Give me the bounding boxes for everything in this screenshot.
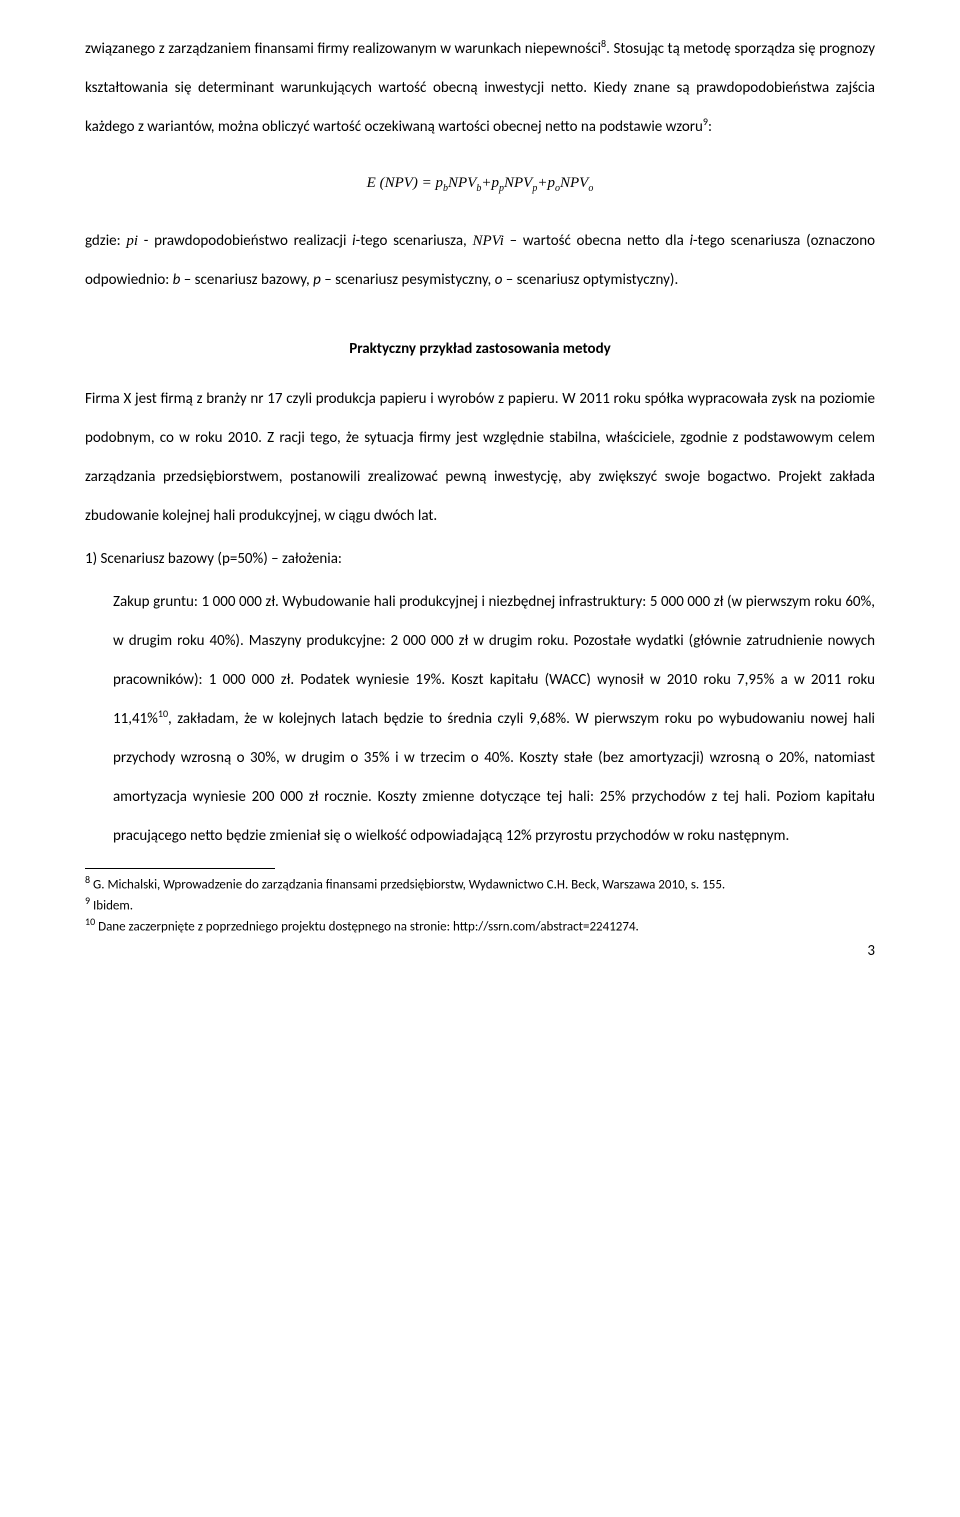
section-title: Praktyczny przykład zastosowania metody — [85, 340, 875, 358]
npv-formula: E (NPV) = pbNPVb+ppNPVp+poNPVo — [85, 175, 875, 194]
p2-b: - prawdopodobieństwo realizacji — [138, 232, 352, 250]
term0-coef: p — [436, 175, 444, 191]
fn8-text: G. Michalski, Wprowadzenie do zarządzani… — [90, 877, 725, 892]
footnote-10: 10 Dane zaczerpnięte z poprzedniego proj… — [85, 915, 875, 936]
footnote-8: 8 G. Michalski, Wprowadzenie do zarządza… — [85, 873, 875, 894]
term2-var: NPV — [560, 175, 588, 191]
p2-a: gdzie: — [85, 232, 126, 250]
p2-p: p — [313, 271, 321, 289]
footnote-9: 9 Ibidem. — [85, 894, 875, 915]
fn10-num: 10 — [85, 915, 95, 928]
p2-npvi: NPVi — [473, 233, 504, 249]
term1-var-sub: p — [532, 183, 537, 194]
p2-c: -tego scenariusza, — [356, 232, 473, 250]
p1-text-c: : — [708, 118, 712, 136]
term2-var-sub: o — [588, 183, 593, 194]
p2-h: – scenariusz optymistyczny). — [502, 271, 678, 289]
fn10-text: Dane zaczerpnięte z poprzedniego projekt… — [95, 919, 639, 934]
body-paragraph-1: związanego z zarządzaniem finansami firm… — [85, 30, 875, 147]
term0-var: NPV — [448, 175, 476, 191]
indent-b: , zakładam, że w kolejnych latach będzie… — [113, 710, 875, 845]
scenario-list-item-1: 1) Scenariusz bazowy (p=50%) – założenia… — [85, 540, 875, 579]
body-paragraph-3: Firma X jest firmą z branży nr 17 czyli … — [85, 380, 875, 536]
footnote-ref-10: 10 — [158, 707, 168, 720]
p2-f: – scenariusz bazowy, — [180, 271, 313, 289]
term2-coef: p — [547, 175, 555, 191]
fn9-text: Ibidem. — [90, 898, 133, 913]
term0-var-sub: b — [476, 183, 481, 194]
formula-lhs: E (NPV) = — [367, 175, 436, 191]
p2-d: – wartość obecna netto dla — [504, 232, 690, 250]
scenario-body: Zakup gruntu: 1 000 000 zł. Wybudowanie … — [85, 583, 875, 856]
footnote-separator — [85, 868, 275, 869]
p2-g: – scenariusz pesymistyczny, — [321, 271, 495, 289]
term1-var: NPV — [504, 175, 532, 191]
p2-pi: pi — [126, 233, 138, 249]
term1-coef: p — [492, 175, 500, 191]
page-number: 3 — [85, 942, 875, 960]
p1-text-a: związanego z zarządzaniem finansami firm… — [85, 40, 601, 58]
body-paragraph-2: gdzie: pi - prawdopodobieństwo realizacj… — [85, 222, 875, 300]
indent-a: Zakup gruntu: 1 000 000 zł. Wybudowanie … — [113, 593, 875, 728]
